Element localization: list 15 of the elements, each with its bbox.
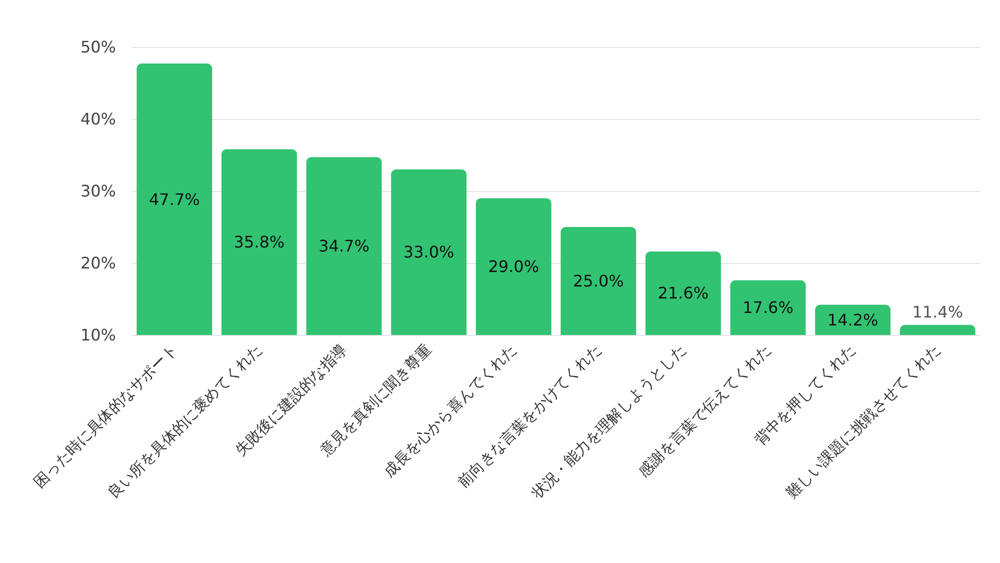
data-label: 34.7% [318, 236, 370, 256]
data-label: 17.6% [742, 298, 794, 318]
data-label: 25.0% [572, 272, 624, 290]
y-tick-label: 20% [80, 254, 116, 272]
data-label: 35.8% [234, 232, 285, 252]
data-label: 21.6% [658, 284, 709, 303]
y-tick-label: 30% [80, 182, 116, 200]
data-label: 33.0% [403, 242, 454, 262]
data-label: 11.4% [912, 302, 964, 322]
y-tick-label: 40% [80, 110, 116, 128]
data-label: 29.0% [488, 257, 540, 276]
data-label: 14.2% [827, 310, 878, 330]
y-tick-label: 50% [80, 38, 116, 56]
y-tick-label: 10% [80, 326, 116, 344]
data-label: 47.7% [148, 190, 200, 209]
